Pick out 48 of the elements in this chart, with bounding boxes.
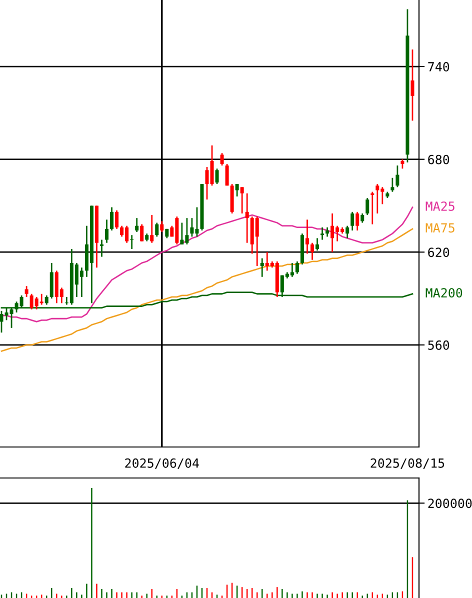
candlestick	[44, 294, 48, 306]
candlestick	[370, 191, 374, 225]
y-tick-label: 620	[428, 248, 450, 258]
y-tick-label: 560	[428, 340, 450, 350]
candlestick	[155, 222, 159, 238]
candlestick	[235, 183, 239, 198]
series-label: MA25	[426, 201, 454, 211]
x-tick-label: 2025/06/04	[125, 458, 199, 469]
candlestick	[205, 166, 209, 200]
y-tick-label: 680	[428, 154, 450, 164]
candlestick	[305, 218, 309, 254]
line-series	[0, 228, 414, 352]
y-tick-label: 740	[428, 62, 450, 72]
x-tick-label: 2025/08/15	[370, 458, 444, 469]
candlestick	[316, 238, 320, 252]
candlestick	[115, 210, 119, 230]
candlestick	[24, 285, 28, 298]
candlestick	[396, 164, 400, 188]
candlestick	[390, 177, 394, 192]
line-series	[0, 206, 414, 322]
candlestick	[215, 168, 219, 185]
candlestick	[210, 144, 214, 186]
candlestick	[105, 218, 109, 244]
candlestick	[295, 260, 299, 274]
series-label: MA200	[426, 288, 462, 298]
candlestick	[150, 214, 154, 244]
candlestick	[326, 226, 330, 238]
candlestick	[240, 186, 244, 214]
candlestick	[356, 211, 360, 232]
series-label: MA75	[426, 223, 454, 233]
candlestick	[310, 242, 314, 261]
candlestick	[400, 158, 404, 170]
candlestick	[410, 48, 414, 122]
candlestick	[366, 197, 370, 216]
candlestick	[100, 239, 104, 258]
candlestick	[225, 163, 229, 186]
candlestick	[140, 224, 144, 242]
candlestick	[350, 211, 354, 232]
candlestick	[160, 220, 164, 233]
candlestick	[220, 152, 224, 166]
candlestick	[135, 217, 139, 233]
y-tick-label: 200000	[428, 498, 472, 508]
candlestick	[110, 206, 114, 232]
candlestick	[260, 258, 264, 278]
candlestick	[346, 225, 350, 239]
candlestick	[360, 212, 364, 224]
candlestick	[245, 192, 249, 244]
candlestick	[320, 226, 324, 240]
